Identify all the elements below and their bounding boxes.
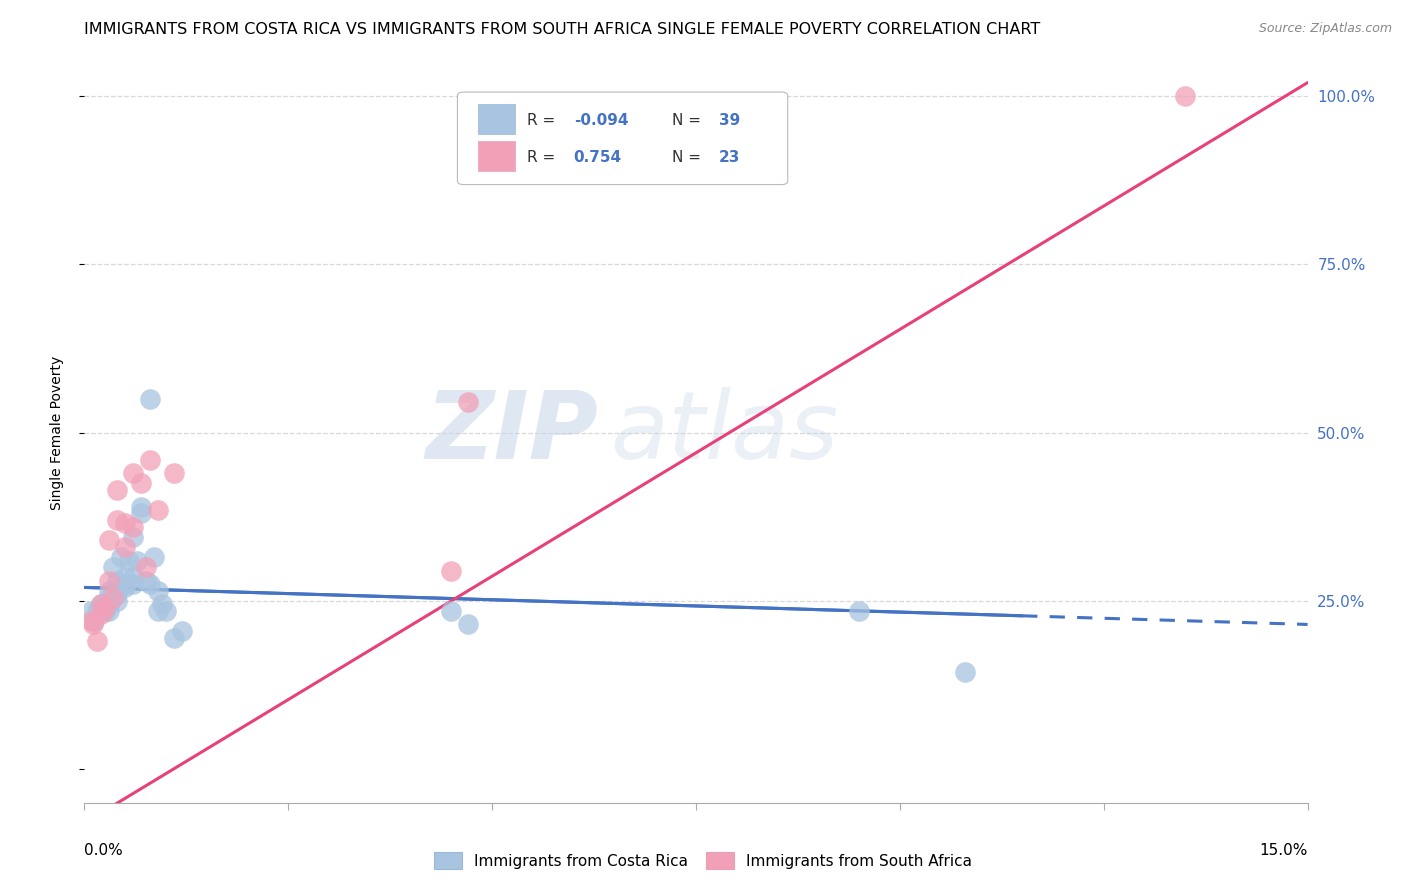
Point [146, 604, 169, 618]
Text: 39: 39 [720, 112, 741, 128]
Point [131, 500, 153, 514]
Point [135, 560, 157, 574]
Point [97, 604, 120, 618]
Text: IMMIGRANTS FROM COSTA RICA VS IMMIGRANTS FROM SOUTH AFRICA SINGLE FEMALE POVERTY: IMMIGRANTS FROM COSTA RICA VS IMMIGRANTS… [84, 22, 1040, 37]
Point [90, 600, 112, 615]
Point [105, 483, 128, 497]
Legend: Immigrants from Costa Rica, Immigrants from South Africa: Immigrants from Costa Rica, Immigrants f… [427, 846, 979, 875]
Point [97, 591, 120, 605]
Point [127, 553, 149, 567]
Point [122, 570, 145, 584]
Point [131, 476, 153, 491]
Point [457, 617, 479, 632]
Point [163, 631, 186, 645]
Text: atlas: atlas [610, 387, 838, 478]
Point [150, 597, 173, 611]
Point [105, 513, 128, 527]
Point [114, 581, 136, 595]
Point [122, 577, 145, 591]
FancyBboxPatch shape [478, 103, 515, 134]
FancyBboxPatch shape [457, 92, 787, 185]
Text: Source: ZipAtlas.com: Source: ZipAtlas.com [1258, 22, 1392, 36]
Point [114, 516, 136, 531]
Point [1174, 89, 1197, 103]
Point [457, 395, 479, 409]
Point [90, 607, 112, 622]
Point [93, 604, 115, 618]
Point [146, 503, 169, 517]
Y-axis label: Single Female Poverty: Single Female Poverty [49, 356, 63, 509]
Point [122, 466, 145, 480]
Point [138, 392, 160, 406]
Point [105, 574, 128, 588]
Text: 23: 23 [720, 150, 741, 165]
Text: 0.0%: 0.0% [84, 843, 124, 858]
Text: ZIP: ZIP [425, 386, 598, 479]
Point [848, 604, 870, 618]
Point [101, 560, 124, 574]
Point [90, 597, 112, 611]
Point [93, 600, 115, 615]
Point [80, 604, 103, 618]
Point [80, 614, 103, 628]
Point [97, 533, 120, 548]
Point [155, 604, 177, 618]
Point [440, 564, 463, 578]
Point [163, 466, 186, 480]
Point [105, 594, 128, 608]
Point [118, 553, 141, 567]
Point [172, 624, 194, 639]
Text: N =: N = [672, 112, 706, 128]
Point [146, 583, 169, 598]
Point [135, 574, 157, 588]
Point [82, 617, 104, 632]
Text: R =: R = [527, 150, 560, 165]
Point [97, 574, 120, 588]
Point [110, 550, 132, 565]
Point [142, 550, 165, 565]
Point [138, 577, 160, 591]
Point [86, 634, 108, 648]
Text: N =: N = [672, 150, 706, 165]
Point [114, 570, 136, 584]
Text: R =: R = [527, 112, 560, 128]
Point [86, 604, 108, 618]
Point [97, 597, 120, 611]
Point [97, 583, 120, 598]
Point [131, 507, 153, 521]
Point [138, 452, 160, 467]
Point [105, 587, 128, 601]
Point [440, 604, 463, 618]
Point [114, 540, 136, 554]
FancyBboxPatch shape [478, 141, 515, 170]
Text: 15.0%: 15.0% [1260, 843, 1308, 858]
Point [122, 520, 145, 534]
Point [90, 597, 112, 611]
Point [114, 577, 136, 591]
Point [122, 530, 145, 544]
Text: -0.094: -0.094 [574, 112, 628, 128]
Point [83, 614, 105, 628]
Text: 0.754: 0.754 [574, 150, 621, 165]
Point [953, 665, 976, 679]
Point [101, 591, 124, 605]
